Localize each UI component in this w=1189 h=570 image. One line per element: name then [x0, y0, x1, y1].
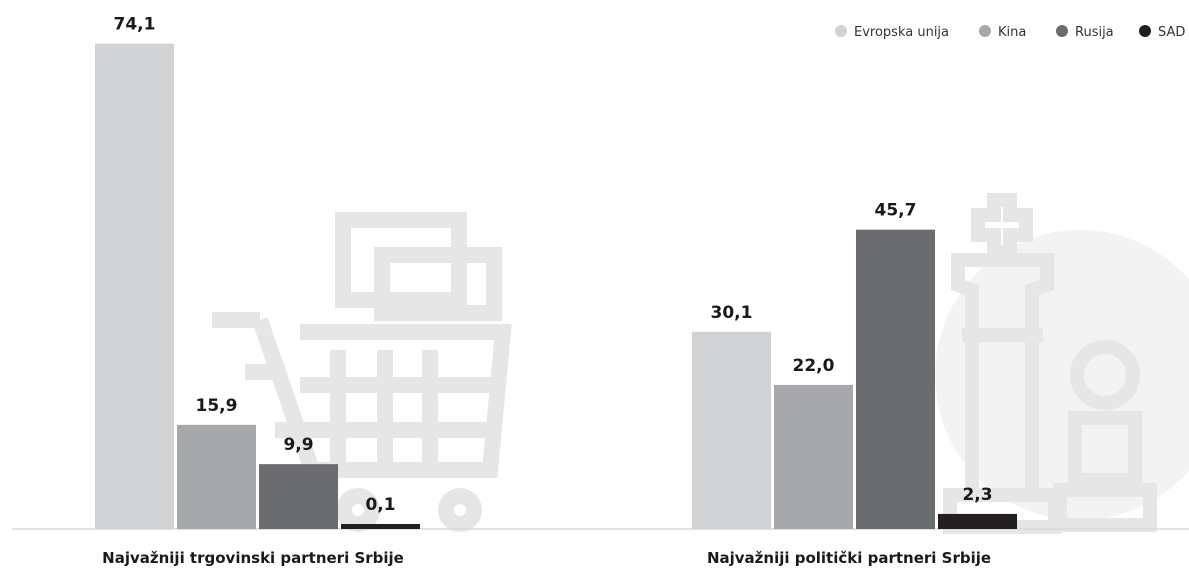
value-label-evropska-unija-1: 74,1 — [114, 15, 156, 35]
category-label-trgovinski: Najvažniji trgovinski partneri Srbije — [102, 549, 404, 567]
legend: Evropska unija Kina Rusija SAD — [835, 25, 1185, 40]
legend-label-sad: SAD — [1158, 25, 1185, 40]
category-label-politicki: Najvažniji politički partneri Srbije — [707, 549, 991, 567]
value-label-evropska-unija-2: 30,1 — [711, 303, 753, 323]
value-label-rusija-2: 45,7 — [875, 201, 917, 221]
value-label-sad-1: 0,1 — [365, 495, 395, 515]
legend-item-rusija: Rusija — [1056, 25, 1114, 40]
value-label-kina-2: 22,0 — [793, 356, 835, 376]
bar-kina-2 — [774, 384, 853, 529]
legend-item-sad: SAD — [1139, 25, 1185, 40]
legend-label-rusija: Rusija — [1075, 25, 1114, 40]
value-label-layer: 74,1 15,9 9,9 0,1 30,1 22,0 45,7 2,3 — [114, 15, 993, 515]
legend-swatch-evropska-unija — [835, 25, 847, 37]
bar-sad-1 — [341, 524, 420, 529]
legend-swatch-rusija — [1056, 25, 1068, 37]
bar-sad-2 — [938, 513, 1017, 529]
legend-label-evropska-unija: Evropska unija — [854, 25, 949, 40]
bar-kina-1 — [177, 424, 256, 529]
shopping-cart-icon — [212, 212, 512, 532]
bar-evropska-unija-2 — [692, 331, 771, 529]
value-label-rusija-1: 9,9 — [283, 435, 313, 455]
bar-evropska-unija-1 — [95, 43, 174, 530]
bar-layer — [95, 43, 1017, 530]
value-label-kina-1: 15,9 — [196, 396, 238, 416]
chess-pieces-icon — [935, 193, 1189, 534]
legend-label-kina: Kina — [998, 25, 1026, 40]
value-label-sad-2: 2,3 — [962, 485, 992, 505]
legend-item-kina: Kina — [979, 25, 1026, 40]
bar-rusija-2 — [856, 229, 935, 530]
legend-item-evropska-unija: Evropska unija — [835, 25, 949, 40]
bar-rusija-1 — [259, 464, 338, 529]
legend-swatch-kina — [979, 25, 991, 37]
legend-swatch-sad — [1139, 25, 1151, 37]
